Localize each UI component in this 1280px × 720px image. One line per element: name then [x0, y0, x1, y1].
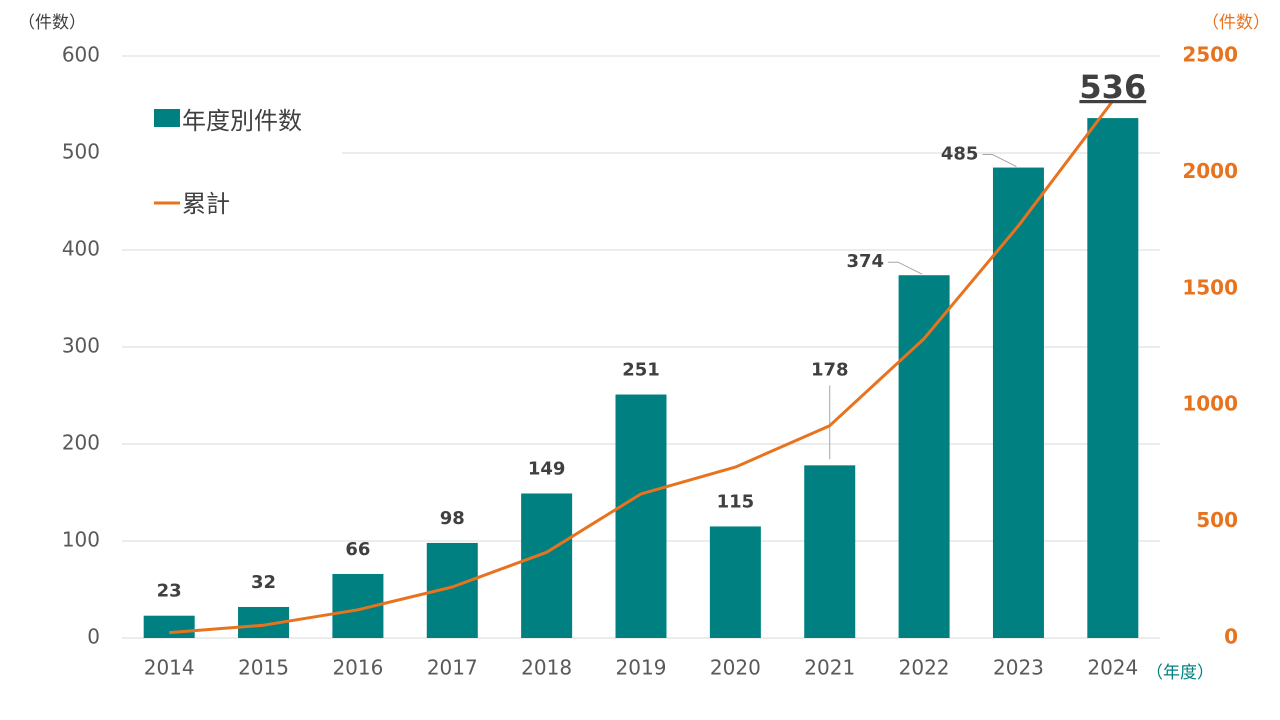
left-axis-unit: （件数）: [18, 13, 86, 33]
x-tick-label: 2022: [899, 656, 950, 680]
bar-data-label: 536: [1079, 68, 1146, 106]
bar: [992, 167, 1044, 639]
right-tick-label: 2000: [1182, 159, 1238, 183]
x-tick-label: 2023: [993, 656, 1044, 680]
bar: [521, 493, 573, 638]
legend-bar-swatch: [154, 109, 180, 127]
bar: [804, 465, 856, 638]
label-leader-line: [888, 261, 923, 275]
bar: [898, 275, 950, 638]
x-tick-label: 2016: [332, 656, 383, 680]
right-tick-label: 500: [1196, 508, 1238, 532]
line-series: [169, 99, 1114, 635]
legend-line-label: 累計: [182, 190, 230, 218]
left-tick-label: 200: [62, 431, 100, 455]
bar-data-label: 374: [847, 251, 885, 272]
bar-data-label: 23: [157, 581, 182, 602]
left-tick-label: 500: [62, 140, 100, 164]
bar-data-label: 485: [941, 144, 979, 165]
bar-data-label: 32: [251, 572, 276, 593]
x-tick-label: 2019: [616, 656, 667, 680]
left-tick-label: 300: [62, 334, 100, 358]
bar-data-label: 149: [528, 458, 566, 479]
bar-series: [143, 118, 1139, 639]
bar-data-label: 251: [622, 360, 660, 381]
right-tick-label: 1500: [1182, 275, 1238, 299]
x-tick-label: 2018: [521, 656, 572, 680]
x-axis-unit: （年度）: [1146, 663, 1214, 683]
bar: [143, 615, 195, 638]
x-axis: 2014 2015 2016 2017 2018 2019 2020 2021 2022 2023…: [144, 656, 1139, 680]
bar-data-label: 98: [440, 508, 465, 529]
bar-data-label: 178: [811, 359, 849, 380]
cumulative-line: [169, 99, 1114, 635]
bar: [615, 394, 667, 638]
right-tick-label: 2500: [1182, 43, 1238, 67]
data-labels: 23 32 66 98 149 251 115 178 374 485 536: [157, 68, 1147, 602]
left-tick-label: 400: [62, 237, 100, 261]
x-tick-label: 2021: [804, 656, 855, 680]
x-tick-label: 2024: [1087, 656, 1138, 680]
left-tick-label: 600: [62, 43, 100, 67]
x-tick-label: 2017: [427, 656, 478, 680]
right-axis: 0 500 1000 1500 2000 2500: [1182, 43, 1238, 649]
label-leader-line: [982, 154, 1017, 167]
left-tick-label: 100: [62, 528, 100, 552]
legend-bar-label: 年度別件数: [182, 107, 302, 135]
bar: [709, 526, 761, 638]
right-tick-label: 1000: [1182, 392, 1238, 416]
right-tick-label: 0: [1224, 625, 1238, 649]
bar-data-label: 66: [345, 539, 370, 560]
x-tick-label: 2014: [144, 656, 195, 680]
x-tick-label: 2015: [238, 656, 289, 680]
label-leader-lines: [829, 154, 1017, 460]
legend: 年度別件数 累計: [154, 107, 302, 218]
right-axis-unit: （件数）: [1202, 13, 1270, 33]
bar: [1087, 118, 1139, 638]
left-axis: 0 100 200 300 400 500 600: [62, 43, 100, 649]
x-tick-label: 2020: [710, 656, 761, 680]
bar-data-label: 115: [717, 491, 755, 512]
left-tick-label: 0: [87, 625, 100, 649]
